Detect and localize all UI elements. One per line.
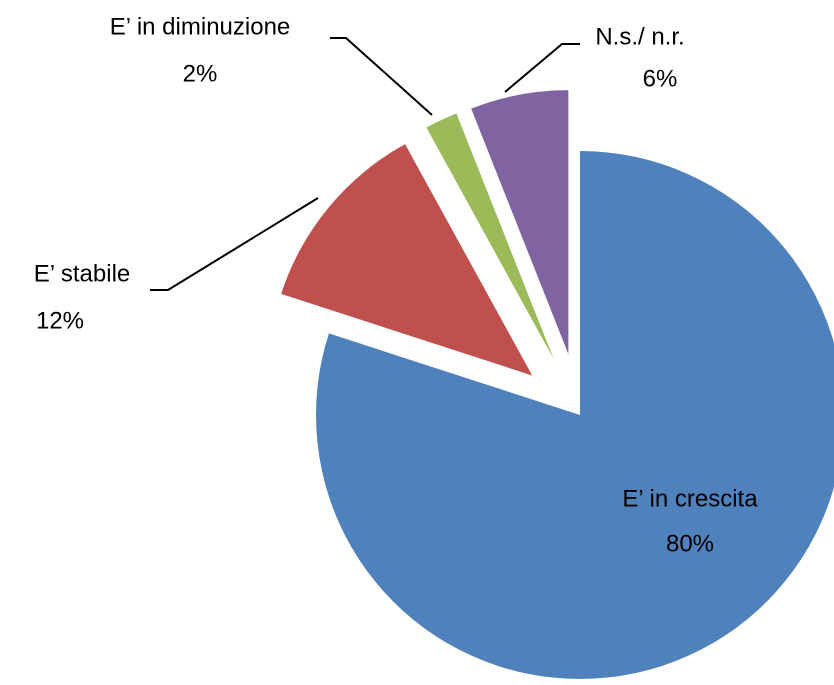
slice-value-label: 80% xyxy=(666,530,714,557)
pie-slice xyxy=(426,113,554,359)
leader-line xyxy=(504,43,580,93)
slice-label: E’ stabile xyxy=(34,260,131,287)
slice-value-label: 6% xyxy=(643,65,678,92)
slice-value-label: 2% xyxy=(183,60,218,87)
slice-label: N.s./ n.r. xyxy=(595,23,684,50)
leader-line xyxy=(330,37,433,116)
pie-slice xyxy=(471,90,569,355)
slice-label: E’ in diminuzione xyxy=(110,13,291,40)
slice-value-label: 12% xyxy=(36,307,84,334)
pie-slice xyxy=(281,144,533,376)
slice-label: E’ in crescita xyxy=(622,485,758,512)
leader-line xyxy=(150,197,319,291)
pie-slice xyxy=(316,151,834,679)
